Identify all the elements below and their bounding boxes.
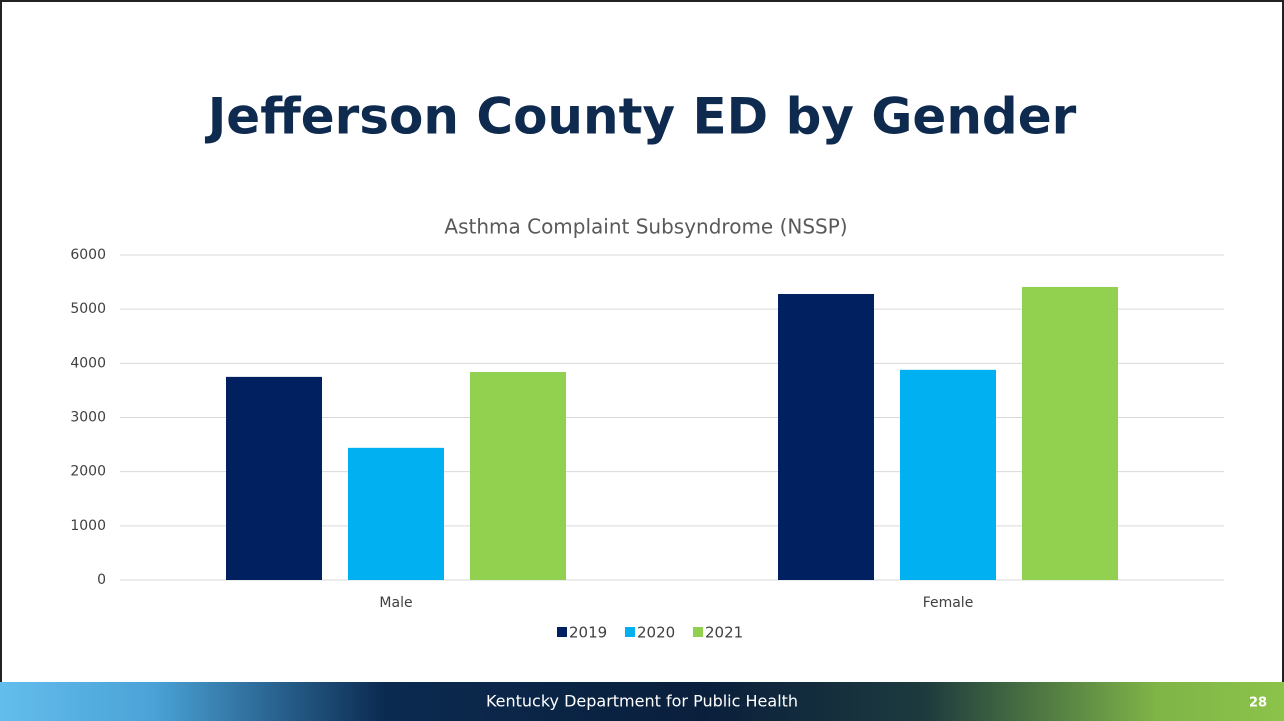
legend-swatch [693, 627, 703, 637]
bar [348, 447, 444, 580]
legend-label: 2020 [637, 624, 675, 642]
y-tick-label: 5000 [70, 301, 106, 317]
legend-swatch [625, 627, 635, 637]
legend-label: 2019 [569, 624, 607, 642]
bar [900, 369, 996, 580]
chart: 0 1000 2000 3000 4000 5000 6000 Male Female 2019 2… [70, 247, 1224, 642]
slide-title: Jefferson County ED by Gender [205, 88, 1077, 146]
y-tick-label: 6000 [70, 247, 106, 263]
chart-title: Asthma Complaint Subsyndrome (NSSP) [444, 215, 847, 239]
x-tick-label: Female [923, 595, 974, 611]
bar [226, 376, 322, 580]
x-tick-label: Male [379, 595, 412, 611]
footer-text: Kentucky Department for Public Health [486, 692, 798, 711]
legend-label: 2021 [705, 624, 743, 642]
bar [470, 372, 566, 580]
y-tick-label: 0 [97, 572, 106, 588]
y-tick-label: 3000 [70, 410, 106, 426]
y-tick-label: 2000 [70, 464, 106, 480]
legend-swatch [557, 627, 567, 637]
footer-bar [0, 682, 1284, 721]
bar [778, 294, 874, 580]
page-number: 28 [1249, 696, 1267, 711]
bar [1022, 286, 1118, 580]
y-tick-label: 1000 [70, 518, 106, 534]
y-tick-label: 4000 [70, 355, 106, 371]
